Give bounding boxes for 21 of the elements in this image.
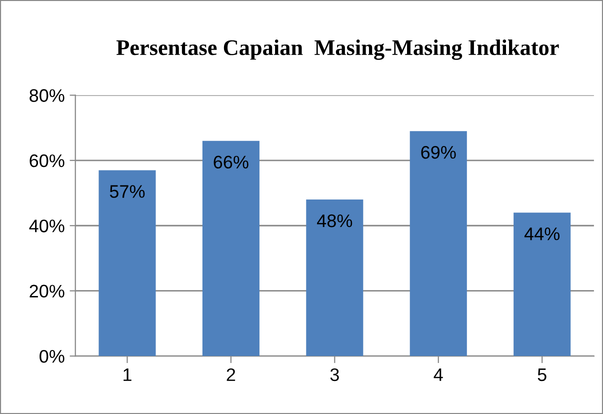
data-label: 48% [317, 214, 352, 228]
x-tick-label: 5 [538, 368, 546, 382]
y-tick-label: 60% [30, 154, 64, 168]
bar [98, 170, 156, 356]
y-tick-label: 80% [30, 89, 64, 102]
bar [410, 131, 467, 356]
x-tick-label: 3 [330, 368, 339, 382]
x-tick-label: 1 [124, 368, 132, 381]
x-tick-label: 2 [226, 368, 236, 381]
data-label: 44% [524, 228, 560, 240]
data-label: 66% [214, 156, 248, 169]
bar [514, 212, 571, 356]
y-tick-label: 40% [29, 220, 64, 232]
bar [306, 200, 364, 356]
bar [202, 140, 260, 356]
y-tick-label: 20% [30, 284, 64, 298]
data-label: 57% [110, 185, 145, 198]
chart-title: Persentase Capaian Masing-Masing Indikator [116, 40, 559, 60]
y-tick-label: 0% [40, 350, 64, 363]
data-label: 69% [421, 146, 456, 159]
x-tick-label: 4 [434, 368, 443, 381]
